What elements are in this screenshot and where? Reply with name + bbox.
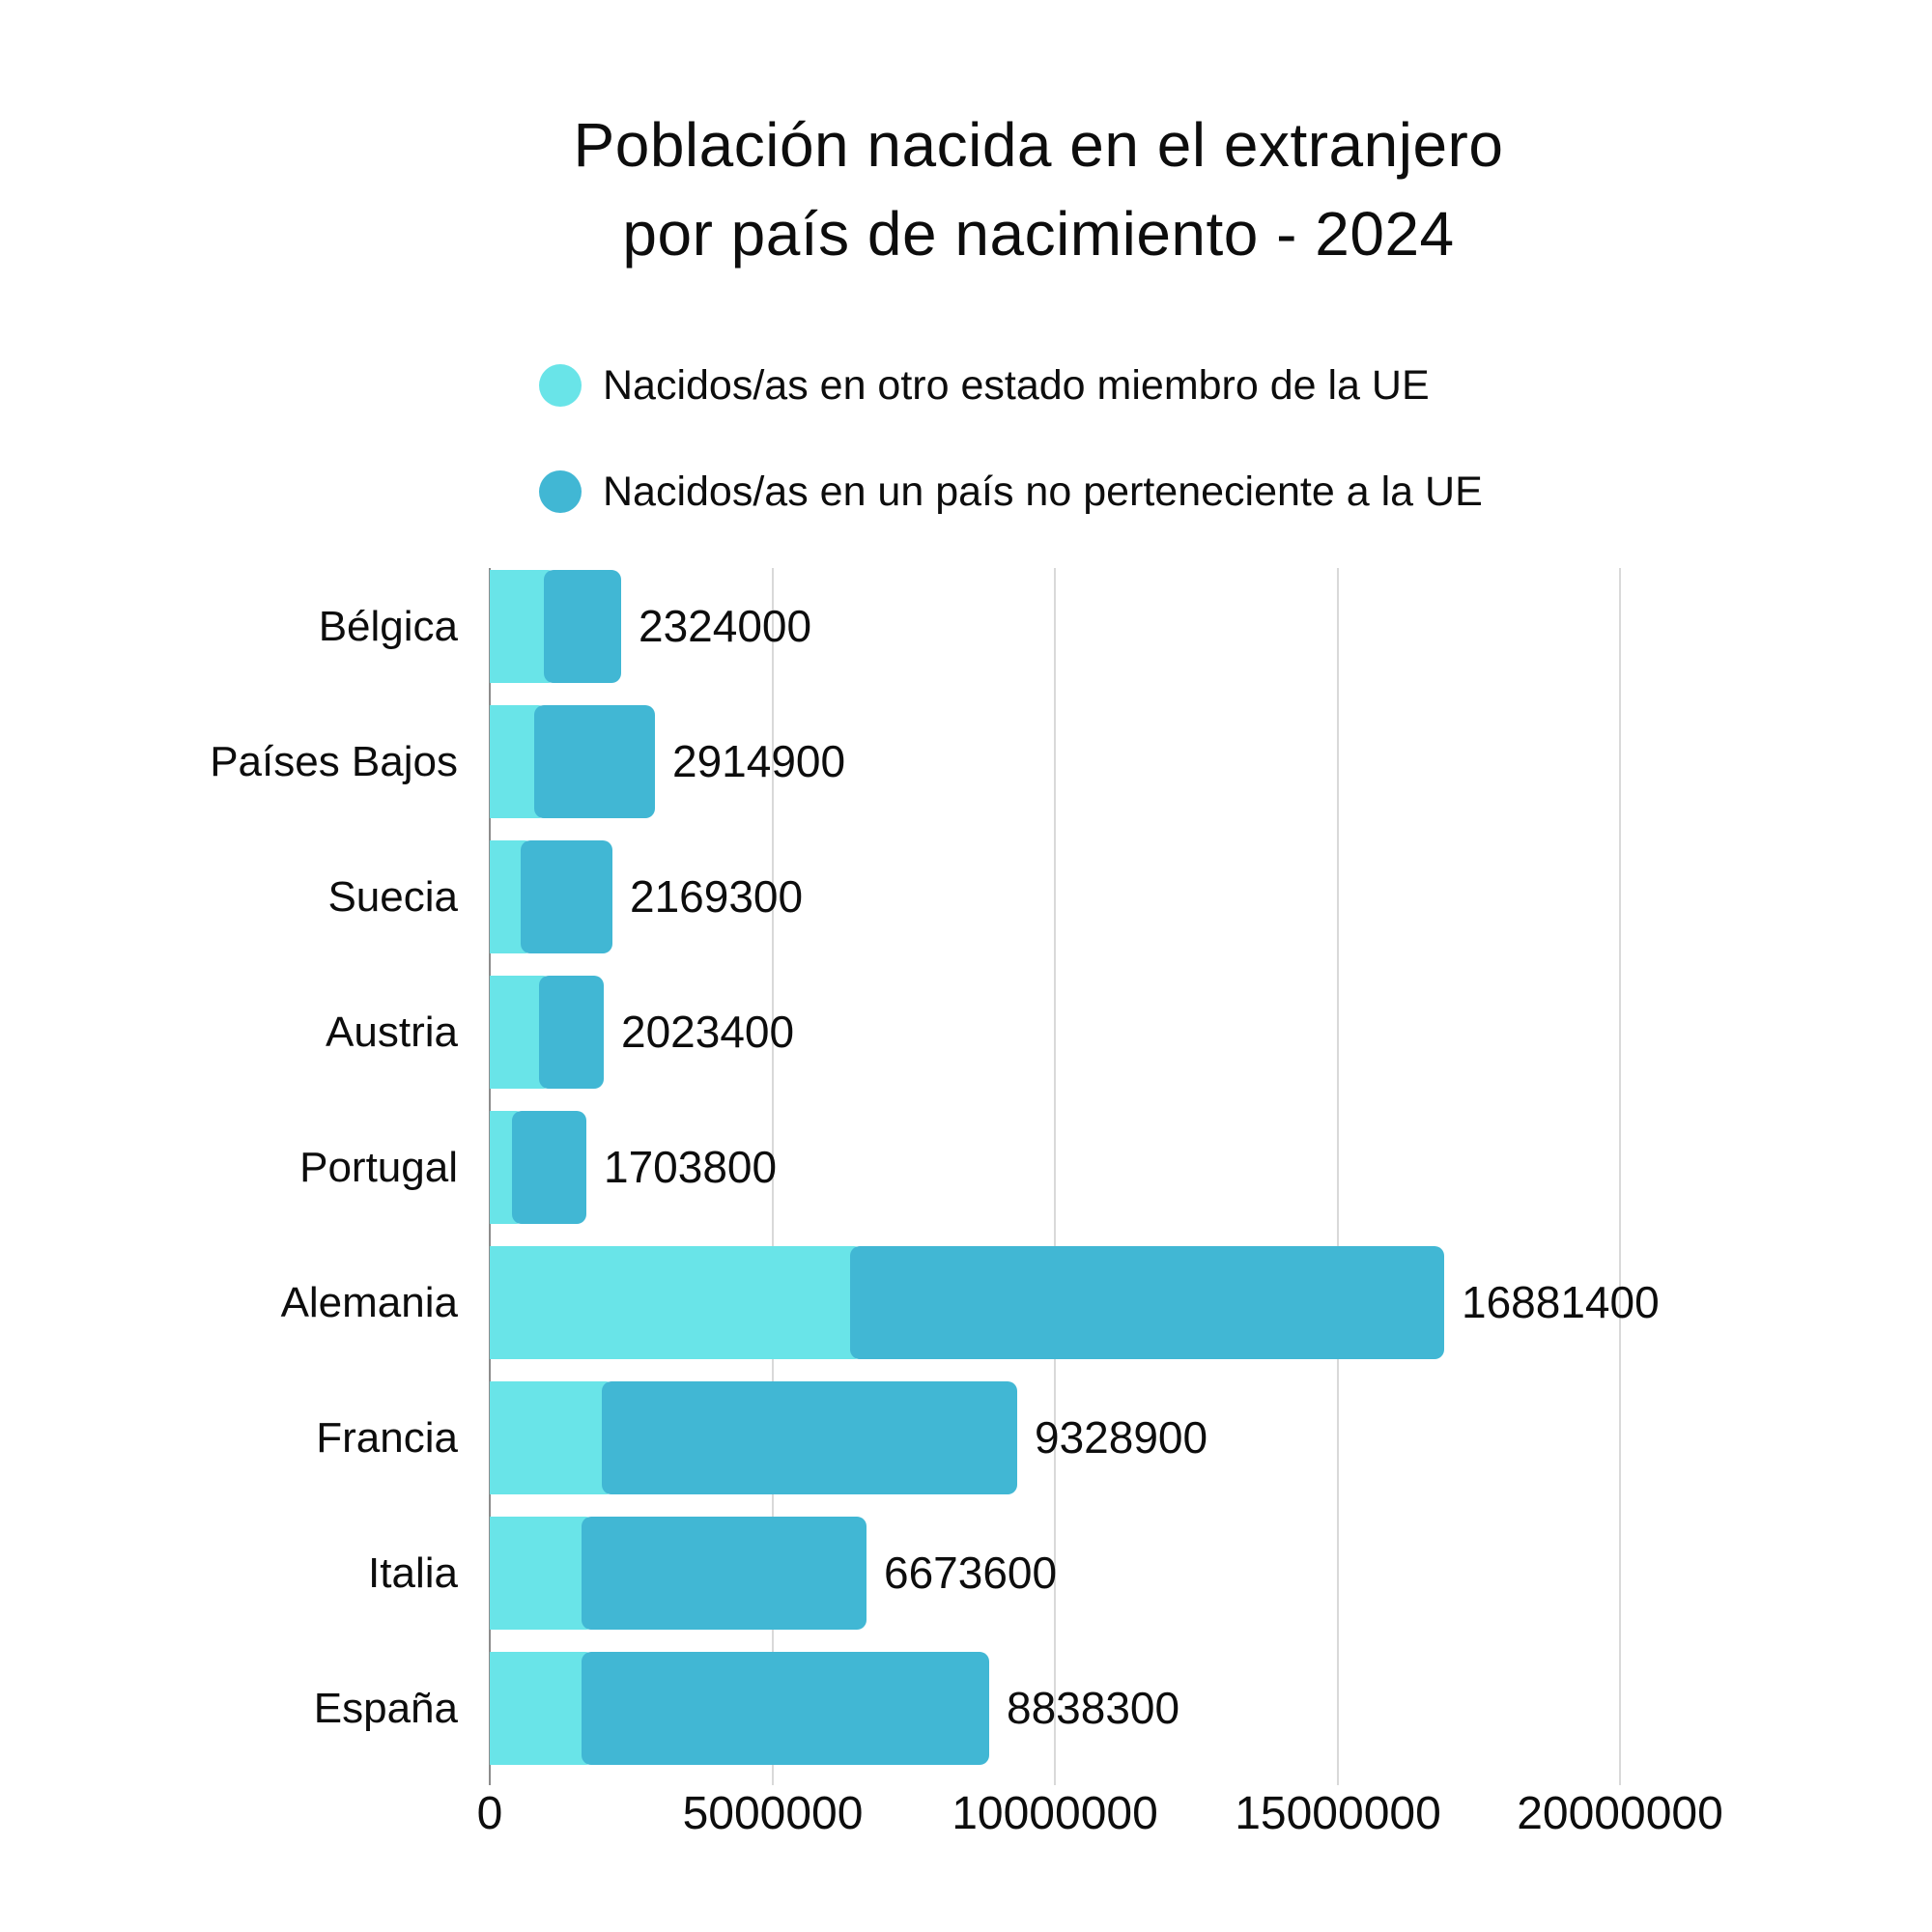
legend-item-eu: Nacidos/as en otro estado miembro de la …	[539, 361, 1483, 409]
legend-item-non-eu: Nacidos/as en un país no perteneciente a…	[539, 468, 1483, 515]
bar-value-label-7: 9328900	[1035, 1412, 1208, 1463]
legend: Nacidos/as en otro estado miembro de la …	[539, 361, 1483, 577]
category-label-1: Bélgica	[318, 603, 458, 650]
category-label-9: España	[313, 1685, 458, 1732]
category-label-8: Italia	[368, 1549, 458, 1597]
gridline-5000000	[772, 568, 774, 1785]
bar-value-label-6: 16881400	[1462, 1277, 1660, 1327]
bar-segment-eu-9	[490, 1652, 595, 1765]
bar-segment-non-eu-3	[521, 840, 612, 953]
bar-value-label-3: 2169300	[630, 871, 804, 922]
bar-segment-eu-7	[490, 1381, 615, 1494]
legend-swatch-eu-icon	[539, 364, 582, 407]
bar-value-label-2: 2914900	[672, 736, 846, 786]
bar-segment-non-eu-9	[582, 1652, 989, 1765]
category-label-3: Suecia	[327, 873, 458, 921]
category-label-2: Países Bajos	[210, 738, 458, 785]
x-tick-label-10000000: 10000000	[952, 1788, 1158, 1839]
category-label-7: Francia	[316, 1414, 458, 1462]
bar-value-label-1: 2324000	[639, 601, 812, 651]
chart-title-line2: por país de nacimiento - 2024	[622, 199, 1455, 269]
bar-segment-non-eu-6	[850, 1246, 1444, 1359]
gridline-10000000	[1054, 568, 1056, 1785]
gridline-20000000	[1619, 568, 1621, 1785]
category-label-4: Austria	[326, 1009, 458, 1056]
x-tick-label-5000000: 5000000	[682, 1788, 864, 1839]
bar-value-label-9: 8838300	[1007, 1683, 1180, 1733]
x-tick-label-0: 0	[476, 1788, 503, 1839]
bar-value-label-5: 1703800	[604, 1142, 778, 1192]
legend-label-eu: Nacidos/as en otro estado miembro de la …	[603, 361, 1430, 409]
bar-segment-non-eu-7	[602, 1381, 1017, 1494]
bar-segment-eu-8	[490, 1517, 595, 1630]
bar-value-label-4: 2023400	[621, 1007, 795, 1057]
x-tick-label-20000000: 20000000	[1517, 1788, 1723, 1839]
legend-swatch-non-eu-icon	[539, 470, 582, 513]
category-label-6: Alemania	[280, 1279, 458, 1326]
bar-segment-eu-6	[490, 1246, 864, 1359]
chart-title-line1: Población nacida en el extranjero	[573, 110, 1504, 180]
x-tick-label-15000000: 15000000	[1235, 1788, 1441, 1839]
gridline-15000000	[1337, 568, 1339, 1785]
legend-label-non-eu: Nacidos/as en un país no perteneciente a…	[603, 468, 1483, 515]
bar-segment-non-eu-5	[512, 1111, 586, 1224]
bar-segment-non-eu-8	[582, 1517, 867, 1630]
chart-title: Población nacida en el extranjero por pa…	[145, 100, 1932, 278]
bar-segment-non-eu-2	[534, 705, 655, 818]
category-label-5: Portugal	[299, 1144, 458, 1191]
bar-segment-non-eu-4	[539, 976, 604, 1089]
bar-value-label-8: 6673600	[884, 1548, 1058, 1598]
bar-segment-non-eu-1	[544, 570, 621, 683]
